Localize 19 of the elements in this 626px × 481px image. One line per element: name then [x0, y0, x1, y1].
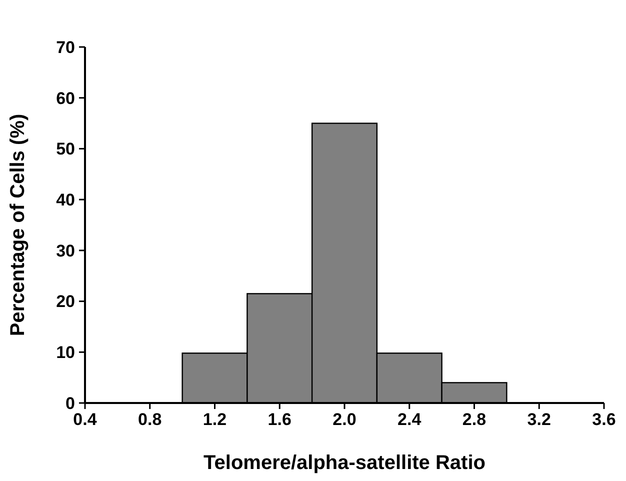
y-axis-title: Percentage of Cells (%)	[7, 114, 29, 336]
y-tick-label: 40	[56, 190, 75, 210]
x-tick-label: 1.2	[202, 410, 227, 429]
y-tick-label: 60	[56, 88, 75, 108]
y-tick-label: 50	[56, 140, 75, 159]
x-tick-label: 1.6	[268, 410, 292, 429]
x-axis-title: Telomere/alpha-satellite Ratio	[204, 452, 486, 474]
x-tick-label: 2.4	[398, 410, 422, 429]
x-tick-label: 3.6	[592, 410, 616, 429]
x-tick-label: 2.8	[462, 410, 486, 429]
x-tick-label: 3.2	[527, 410, 551, 429]
y-tick-label: 30	[56, 241, 75, 260]
y-tick-label: 10	[56, 343, 75, 362]
y-tick-label: 0	[66, 394, 75, 413]
x-tick-label: 0.4	[73, 410, 98, 429]
y-tick-label: 20	[56, 292, 75, 312]
x-tick-label: 2.0	[332, 410, 356, 429]
y-tick-label: 70	[56, 38, 75, 57]
x-tick-label: 0.8	[138, 410, 162, 429]
